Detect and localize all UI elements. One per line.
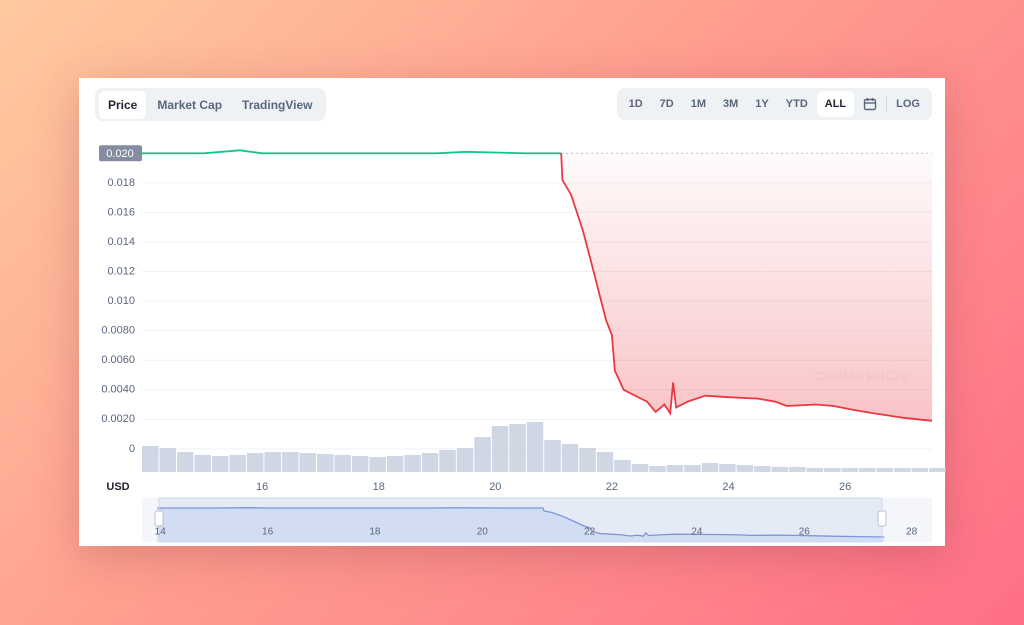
y-tick-label: 0.0040 bbox=[101, 384, 135, 396]
navigator-line bbox=[157, 507, 885, 538]
volume-bar bbox=[806, 468, 824, 472]
volume-bar bbox=[876, 468, 894, 472]
volume-bar bbox=[142, 446, 159, 472]
x-tick-label: 26 bbox=[839, 481, 851, 493]
navigator-tick-label: 28 bbox=[906, 527, 918, 538]
tab-bar: Price Market Cap TradingView bbox=[95, 88, 326, 121]
volume-bar bbox=[281, 452, 299, 472]
volume-bar bbox=[614, 460, 631, 472]
y-tick-label: 0.012 bbox=[107, 265, 135, 277]
volume-bar bbox=[211, 456, 229, 472]
volume-bar bbox=[789, 467, 806, 472]
volume-bar bbox=[351, 456, 369, 472]
calendar-button[interactable] bbox=[855, 93, 885, 115]
navigator-tick-label: 14 bbox=[155, 527, 167, 538]
volume-bar bbox=[474, 437, 491, 472]
volume-bar bbox=[596, 452, 614, 472]
volume-bar bbox=[316, 454, 334, 472]
volume-bar bbox=[666, 465, 684, 472]
price-badge bbox=[99, 145, 142, 162]
volume-bar bbox=[509, 424, 526, 472]
tab[interactable]: TradingView bbox=[242, 97, 313, 112]
navigator-tick-label: 26 bbox=[799, 527, 811, 538]
x-tick-label: 20 bbox=[489, 481, 501, 493]
navigator-handle[interactable] bbox=[154, 510, 164, 527]
y-tick-label: 0.0020 bbox=[101, 413, 135, 425]
y-tick-label: 0.0080 bbox=[101, 325, 135, 337]
volume-bar bbox=[579, 448, 596, 472]
volume-bar bbox=[824, 468, 841, 472]
range-button[interactable]: 1D bbox=[628, 98, 643, 110]
y-tick-label: 0.010 bbox=[107, 295, 135, 307]
price-line-up bbox=[142, 149, 562, 155]
price-line-down bbox=[560, 153, 933, 422]
volume-bar bbox=[859, 468, 876, 472]
range-button[interactable]: ALL bbox=[816, 91, 855, 117]
volume-bar bbox=[929, 468, 946, 472]
range-button[interactable]: 7D bbox=[659, 98, 674, 110]
range-bar: 1D 7D 1M 3M 1Y YTD ALL LOG bbox=[616, 88, 932, 120]
volume-bar bbox=[369, 457, 386, 472]
volume-bar bbox=[194, 455, 211, 472]
navigator-tick-label: 20 bbox=[477, 527, 489, 538]
x-tick-label: 16 bbox=[256, 481, 268, 493]
navigator-area bbox=[157, 507, 885, 542]
volume-bar bbox=[754, 466, 771, 472]
volume-bar bbox=[229, 455, 246, 472]
volume-bar bbox=[159, 448, 176, 472]
volume-bar bbox=[701, 463, 719, 472]
volume-bar bbox=[736, 465, 754, 472]
volume-bar bbox=[334, 455, 351, 472]
navigator-tick-label: 22 bbox=[584, 527, 596, 538]
volume-bar bbox=[719, 464, 736, 472]
navigator-tick-label: 16 bbox=[262, 527, 274, 538]
volume-bar bbox=[649, 466, 666, 472]
tab[interactable]: Market Cap bbox=[157, 97, 223, 112]
volume-bar bbox=[526, 422, 544, 472]
range-button[interactable]: 1Y bbox=[755, 98, 769, 110]
volume-bar bbox=[299, 453, 316, 472]
volume-bar bbox=[841, 468, 859, 472]
calendar-icon bbox=[863, 98, 877, 111]
volume-bar bbox=[684, 465, 701, 472]
volume-bar bbox=[544, 440, 561, 472]
range-button[interactable]: 3M bbox=[723, 98, 739, 110]
volume-bar bbox=[894, 468, 911, 472]
navigator-tick-label: 18 bbox=[369, 527, 381, 538]
volume-bar bbox=[439, 450, 456, 472]
volume-bar bbox=[771, 467, 789, 472]
y-tick-label: 0.014 bbox=[107, 236, 135, 248]
y-tick-label: 0 bbox=[129, 443, 135, 455]
navigator-selection bbox=[158, 497, 883, 543]
x-tick-label: 24 bbox=[722, 481, 734, 493]
volume-bar bbox=[404, 455, 421, 472]
y-tick-label: 0.016 bbox=[107, 206, 135, 218]
range-button[interactable]: YTD bbox=[785, 98, 808, 110]
volume-bar bbox=[491, 426, 509, 472]
x-tick-label: 22 bbox=[606, 481, 618, 493]
tab[interactable]: Price bbox=[99, 90, 147, 119]
volume-bar bbox=[386, 456, 404, 472]
currency-label: USD bbox=[106, 481, 129, 493]
price-badge-label: 0.020 bbox=[106, 148, 134, 160]
range-button[interactable]: 1M bbox=[690, 98, 707, 110]
volume-bar bbox=[561, 444, 579, 472]
volume-bar bbox=[176, 452, 194, 472]
divider bbox=[886, 96, 888, 112]
loss-area bbox=[561, 153, 932, 421]
volume-bar bbox=[421, 453, 439, 472]
volume-bar bbox=[264, 452, 281, 472]
y-tick-label: 0.018 bbox=[107, 177, 135, 189]
navigator-tick-label: 24 bbox=[691, 527, 703, 538]
volume-bar bbox=[456, 448, 474, 472]
volume-bar bbox=[911, 468, 929, 472]
y-tick-label: 0.0060 bbox=[101, 354, 135, 366]
range-button[interactable]: LOG bbox=[896, 98, 920, 110]
volume-bar bbox=[246, 453, 264, 472]
volume-bar bbox=[631, 464, 649, 472]
x-tick-label: 18 bbox=[373, 481, 385, 493]
navigator-handle[interactable] bbox=[877, 510, 887, 527]
